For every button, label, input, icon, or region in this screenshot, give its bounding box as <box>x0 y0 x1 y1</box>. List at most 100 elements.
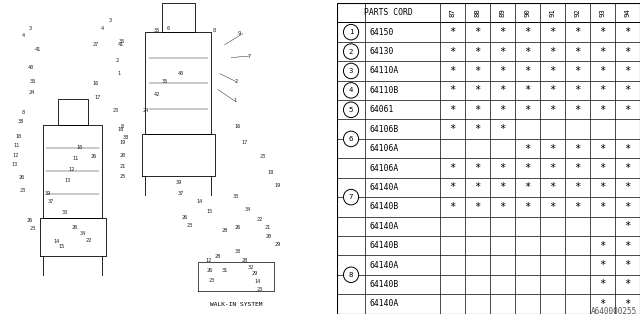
Text: 3: 3 <box>28 26 31 31</box>
Text: 64140A: 64140A <box>369 300 398 308</box>
Text: 23: 23 <box>208 277 214 283</box>
Text: *: * <box>474 202 481 212</box>
Text: 4: 4 <box>101 26 104 31</box>
Text: 26: 26 <box>27 218 33 223</box>
Text: 2: 2 <box>116 58 119 63</box>
Text: 2: 2 <box>234 79 237 84</box>
Text: *: * <box>574 105 580 115</box>
Text: 64106A: 64106A <box>369 144 398 153</box>
Text: *: * <box>574 163 580 173</box>
Text: *: * <box>599 66 605 76</box>
Text: *: * <box>625 241 630 251</box>
Text: *: * <box>549 85 556 95</box>
Text: 64140A: 64140A <box>369 260 398 269</box>
Text: *: * <box>524 163 531 173</box>
Text: *: * <box>599 260 605 270</box>
Text: *: * <box>524 182 531 192</box>
Text: 64150: 64150 <box>369 28 394 37</box>
Text: *: * <box>599 279 605 290</box>
Circle shape <box>344 44 358 59</box>
Text: 38: 38 <box>18 119 24 124</box>
Text: *: * <box>599 202 605 212</box>
Text: 25: 25 <box>119 173 125 179</box>
Text: 7: 7 <box>349 194 353 200</box>
Text: *: * <box>625 66 630 76</box>
Text: *: * <box>499 182 506 192</box>
Text: 35: 35 <box>119 39 125 44</box>
Text: 41: 41 <box>35 47 41 52</box>
Text: 10: 10 <box>76 145 83 150</box>
Text: 21: 21 <box>264 225 271 230</box>
Text: 20: 20 <box>266 234 272 239</box>
Text: *: * <box>474 163 481 173</box>
Text: *: * <box>549 47 556 57</box>
Text: 26: 26 <box>91 154 97 159</box>
Text: 17: 17 <box>241 140 248 145</box>
Text: *: * <box>625 182 630 192</box>
Text: 34: 34 <box>79 231 86 236</box>
Text: 19: 19 <box>119 140 125 145</box>
Text: 11: 11 <box>73 156 79 161</box>
Text: 33: 33 <box>61 210 68 215</box>
Text: 6: 6 <box>167 26 170 31</box>
Text: *: * <box>499 124 506 134</box>
Text: *: * <box>474 105 481 115</box>
Text: 5: 5 <box>349 107 353 113</box>
Text: *: * <box>524 202 531 212</box>
Text: 14: 14 <box>196 199 203 204</box>
Text: *: * <box>524 144 531 154</box>
Text: *: * <box>474 85 481 95</box>
Circle shape <box>344 102 358 117</box>
Text: 64110B: 64110B <box>369 86 398 95</box>
Text: 37: 37 <box>178 191 184 196</box>
Text: *: * <box>549 182 556 192</box>
Text: *: * <box>499 47 506 57</box>
Text: 23: 23 <box>187 223 193 228</box>
Text: *: * <box>499 27 506 37</box>
Text: 93: 93 <box>600 8 605 17</box>
Text: *: * <box>574 144 580 154</box>
Text: 33: 33 <box>233 194 239 199</box>
Text: 91: 91 <box>549 8 556 17</box>
Text: *: * <box>599 182 605 192</box>
Text: 64130: 64130 <box>369 47 394 56</box>
Text: 27: 27 <box>93 42 99 47</box>
Text: 42: 42 <box>154 92 160 97</box>
Text: *: * <box>625 144 630 154</box>
Text: 28: 28 <box>221 228 228 233</box>
Text: *: * <box>524 47 531 57</box>
Text: 14: 14 <box>53 239 60 244</box>
Text: 23: 23 <box>259 154 266 159</box>
Text: *: * <box>524 105 531 115</box>
Text: 40: 40 <box>28 65 35 70</box>
Text: *: * <box>449 105 456 115</box>
Text: 9: 9 <box>238 31 241 36</box>
Text: 8: 8 <box>120 124 124 129</box>
Text: *: * <box>574 66 580 76</box>
Text: 12: 12 <box>205 258 211 263</box>
Text: *: * <box>474 124 481 134</box>
Text: 36: 36 <box>162 79 168 84</box>
Text: 14: 14 <box>255 279 260 284</box>
Text: 38: 38 <box>122 135 129 140</box>
Text: 8: 8 <box>213 28 216 33</box>
Text: *: * <box>625 47 630 57</box>
Text: 26: 26 <box>207 268 213 273</box>
Text: WALK-IN SYSTEM: WALK-IN SYSTEM <box>210 301 262 307</box>
Text: 28: 28 <box>241 258 248 263</box>
Text: 22: 22 <box>256 217 262 222</box>
Text: 32: 32 <box>248 265 254 270</box>
Text: *: * <box>625 202 630 212</box>
Text: *: * <box>524 66 531 76</box>
Text: 6: 6 <box>349 136 353 142</box>
Text: *: * <box>599 105 605 115</box>
Text: 15: 15 <box>58 244 64 249</box>
Text: 89: 89 <box>499 8 506 17</box>
Text: 64061: 64061 <box>369 105 394 114</box>
Text: 64106A: 64106A <box>369 164 398 172</box>
Text: *: * <box>599 241 605 251</box>
Text: 88: 88 <box>474 8 481 17</box>
Text: *: * <box>449 85 456 95</box>
Text: 23: 23 <box>30 226 36 231</box>
Text: *: * <box>549 202 556 212</box>
